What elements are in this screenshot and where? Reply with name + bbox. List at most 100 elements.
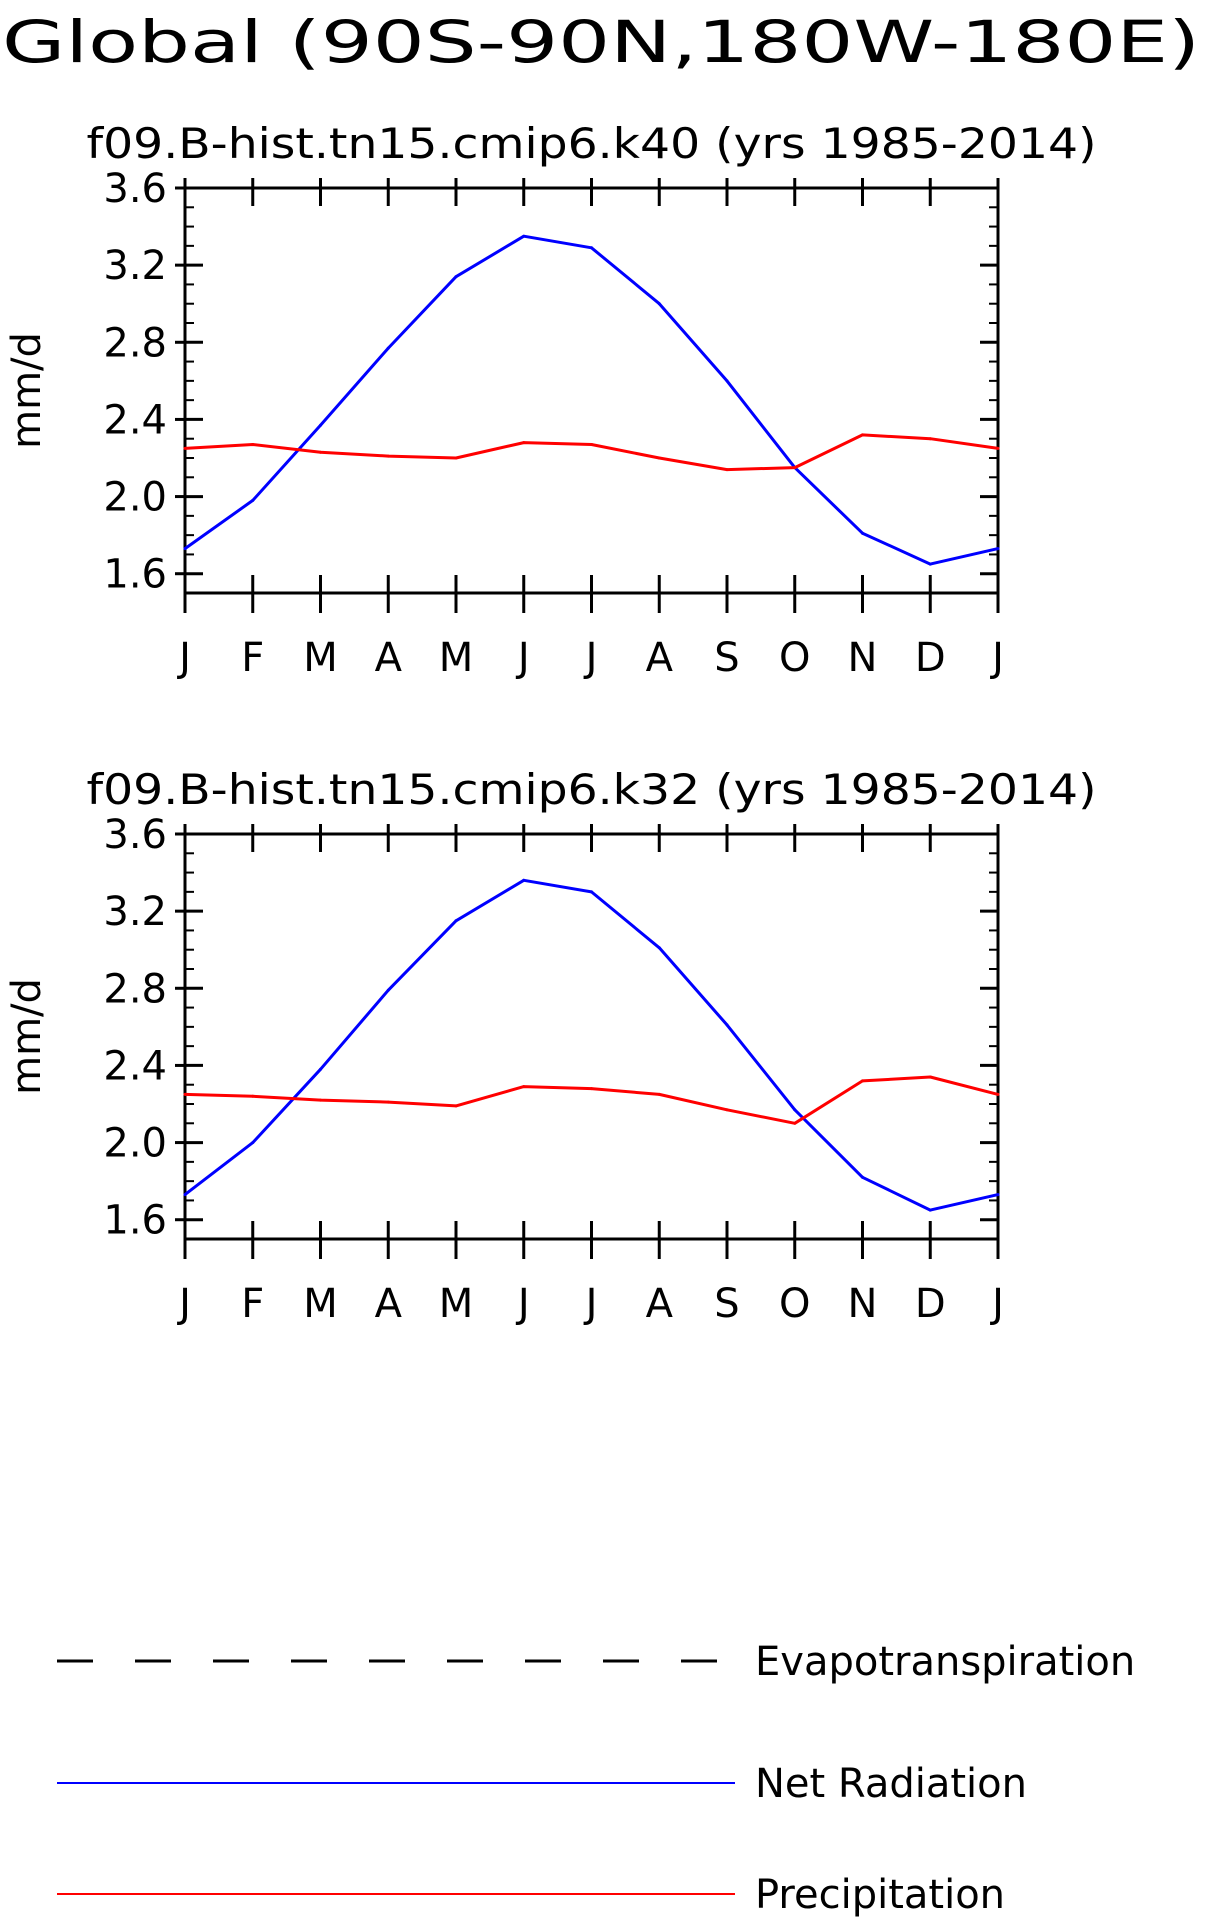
data-point — [251, 498, 255, 502]
figure-title: Global (90S-90N,180W-180E) — [2, 8, 1200, 76]
x-tick-label: M — [303, 635, 338, 681]
legend-label: Evapotranspiration — [755, 1639, 1135, 1685]
x-tick-label: S — [714, 635, 739, 681]
data-point — [590, 246, 593, 250]
data-point — [386, 346, 390, 350]
data-point — [454, 456, 458, 460]
x-tick-label: J — [583, 1281, 598, 1327]
data-point — [793, 466, 797, 470]
y-tick-label: 2.4 — [103, 1043, 167, 1089]
y-tick-label: 3.2 — [103, 889, 167, 935]
panel-title: f09.B-hist.tn15.cmip6.k40 (yrs 1985-2014… — [87, 119, 1097, 168]
data-point — [861, 1175, 864, 1179]
legend-label: Precipitation — [755, 1872, 1005, 1918]
x-tick-label: J — [515, 635, 530, 681]
y-tick-label: 3.6 — [103, 166, 167, 212]
data-point — [251, 1094, 255, 1098]
chart-panel: f09.B-hist.tn15.cmip6.k40 (yrs 1985-2014… — [4, 119, 1097, 681]
data-point — [454, 919, 458, 923]
data-point — [183, 446, 187, 450]
data-point — [725, 468, 729, 472]
data-point — [996, 446, 1000, 450]
x-tick-label: A — [646, 1281, 674, 1327]
data-point — [522, 441, 526, 445]
x-tick-label: J — [176, 635, 191, 681]
data-point — [454, 275, 458, 279]
data-point — [319, 450, 322, 454]
x-tick-label: M — [439, 1281, 474, 1327]
x-tick-label: N — [848, 635, 878, 681]
y-tick-label: 2.8 — [103, 320, 167, 366]
data-point — [657, 1092, 661, 1096]
y-axis-label: mm/d — [4, 332, 50, 449]
y-tick-label: 2.0 — [103, 475, 167, 521]
x-tick-label: O — [779, 1281, 810, 1327]
data-point — [861, 1079, 864, 1083]
data-point — [590, 443, 593, 446]
data-point — [251, 1141, 255, 1145]
data-point — [522, 878, 526, 882]
x-tick-label: A — [375, 1281, 403, 1327]
data-point — [657, 946, 661, 950]
x-tick-label: J — [989, 635, 1004, 681]
data-point — [928, 562, 932, 566]
data-point — [725, 379, 729, 383]
chart-panel: f09.B-hist.tn15.cmip6.k32 (yrs 1985-2014… — [4, 765, 1097, 1327]
y-tick-label: 1.6 — [103, 1198, 167, 1244]
plot-frame — [183, 832, 1000, 1241]
data-point — [725, 1023, 729, 1027]
x-tick-label: A — [375, 635, 403, 681]
y-tick-label: 2.0 — [103, 1121, 167, 1167]
data-point — [183, 1193, 187, 1197]
data-point — [386, 1100, 390, 1104]
data-point — [251, 443, 255, 446]
x-tick-label: N — [848, 1281, 878, 1327]
x-tick-label: D — [915, 635, 946, 681]
data-point — [522, 234, 526, 238]
data-point — [861, 433, 864, 437]
y-tick-label: 2.8 — [103, 966, 167, 1012]
data-point — [996, 1193, 1000, 1197]
data-point — [454, 1104, 458, 1108]
panel-title: f09.B-hist.tn15.cmip6.k32 (yrs 1985-2014… — [87, 765, 1097, 814]
x-tick-label: J — [515, 1281, 530, 1327]
data-point — [319, 1067, 322, 1071]
data-point — [522, 1085, 526, 1089]
x-tick-label: A — [646, 635, 674, 681]
data-point — [657, 456, 661, 460]
legend: Evapotranspiration Net Radiation Precipita… — [57, 1639, 1135, 1918]
x-tick-label: J — [989, 1281, 1004, 1327]
data-point — [183, 547, 187, 551]
data-point — [319, 1098, 322, 1102]
x-tick-label: F — [241, 1281, 264, 1327]
data-point — [793, 1108, 797, 1112]
data-point — [657, 302, 661, 306]
data-point — [928, 437, 932, 441]
data-point — [386, 988, 390, 992]
y-tick-label: 3.6 — [103, 812, 167, 858]
data-point — [590, 1087, 593, 1091]
chart-panels: f09.B-hist.tn15.cmip6.k40 (yrs 1985-2014… — [4, 119, 1097, 1327]
x-tick-label: J — [583, 635, 598, 681]
series-line — [184, 878, 999, 1212]
data-point — [725, 1108, 729, 1112]
y-axis-label: mm/d — [4, 978, 50, 1095]
x-tick-label: D — [915, 1281, 946, 1327]
data-point — [996, 1092, 1000, 1096]
data-point — [386, 454, 390, 458]
y-tick-label: 1.6 — [103, 552, 167, 598]
y-tick-label: 3.2 — [103, 243, 167, 289]
x-tick-label: M — [303, 1281, 338, 1327]
data-point — [996, 547, 1000, 551]
x-tick-label: J — [176, 1281, 191, 1327]
data-point — [183, 1092, 187, 1096]
legend-label: Net Radiation — [755, 1761, 1027, 1807]
x-tick-label: O — [779, 635, 810, 681]
x-tick-label: M — [439, 635, 474, 681]
x-tick-label: S — [714, 1281, 739, 1327]
x-tick-label: F — [241, 635, 264, 681]
data-point — [928, 1208, 932, 1212]
data-point — [793, 1121, 797, 1125]
data-point — [590, 890, 593, 894]
